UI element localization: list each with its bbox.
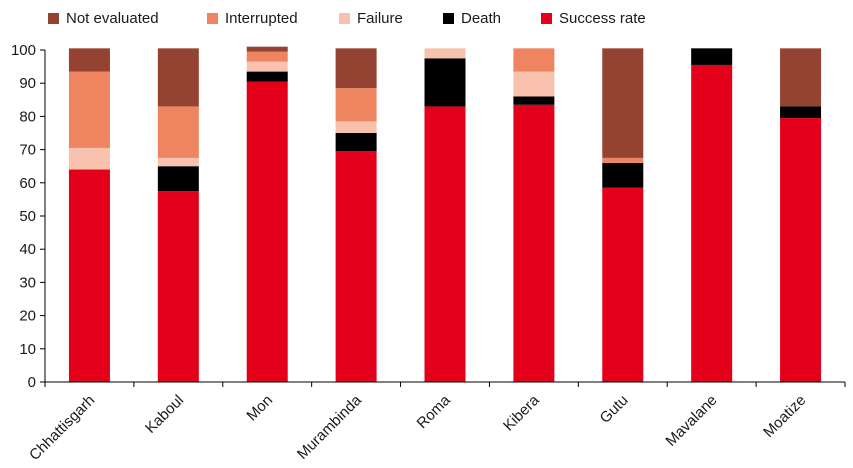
bar-segment-not-evaluated-mon [246, 46, 288, 52]
bar-segment-success-rate-kibera [513, 104, 555, 382]
bars [68, 46, 822, 382]
legend-label-death: Death [461, 10, 501, 27]
bar-segment-success-rate-moatize [780, 118, 822, 382]
legend-swatch-not-evaluated [48, 13, 59, 24]
y-tick-label: 0 [28, 374, 36, 391]
legend-swatch-failure [339, 13, 350, 24]
x-tick-label-mon: Mon [243, 392, 276, 425]
legend-label-failure: Failure [357, 10, 403, 27]
bar-segment-death-mavalane [691, 48, 733, 65]
bar-segment-interrupted-kaboul [157, 106, 199, 158]
y-tick-label: 30 [19, 274, 36, 291]
legend-swatch-interrupted [207, 13, 218, 24]
bar-segment-failure-kaboul [157, 157, 199, 167]
bar-segment-success-rate-mon [246, 81, 288, 382]
y-tick-label: 50 [19, 208, 36, 225]
bar-segment-success-rate-roma [424, 106, 466, 382]
x-tick-label-kibera: Kibera [500, 391, 543, 434]
bar-segment-not-evaluated-gutu [602, 48, 644, 158]
bar-segment-interrupted-mon [246, 51, 288, 62]
bar-segment-death-mon [246, 71, 288, 82]
bar-segment-death-murambinda [335, 133, 377, 152]
bar-segment-failure-murambinda [335, 121, 377, 133]
y-tick-label: 80 [19, 108, 36, 125]
legend-label-interrupted: Interrupted [225, 10, 298, 27]
x-tick-label-kaboul: Kaboul [142, 392, 187, 437]
bar-segment-death-kibera [513, 96, 555, 105]
bar-segment-failure-chhattisgarh [68, 147, 110, 170]
x-tick-label-gutu: Gutu [597, 392, 632, 427]
y-axis: 0 10 20 30 40 50 60 70 80 90 100 [11, 42, 46, 391]
bar-segment-failure-mon [246, 61, 288, 72]
bar-segment-not-evaluated-murambinda [335, 48, 377, 89]
bar-segment-interrupted-murambinda [335, 88, 377, 122]
bar-segment-not-evaluated-kaboul [157, 48, 199, 107]
x-tick-label-roma: Roma [414, 391, 455, 432]
bar-segment-interrupted-chhattisgarh [68, 71, 110, 148]
legend-label-not-evaluated: Not evaluated [66, 10, 159, 27]
bar-segment-success-rate-mavalane [691, 64, 733, 382]
bar-segment-failure-roma [424, 48, 466, 59]
bar-segment-failure-kibera [513, 71, 555, 97]
bar-segment-success-rate-chhattisgarh [68, 169, 110, 382]
y-tick-label: 40 [19, 241, 36, 258]
y-tick-label: 100 [11, 42, 36, 59]
y-tick-label: 10 [19, 341, 36, 358]
legend: Not evaluated Interrupted Failure Death Succ… [48, 10, 646, 27]
legend-label-success-rate: Success rate [559, 10, 646, 27]
y-tick-label: 60 [19, 175, 36, 192]
bar-segment-success-rate-kaboul [157, 191, 199, 382]
x-tick-label-mavalane: Mavalane [662, 392, 720, 450]
legend-swatch-success-rate [541, 13, 552, 24]
x-tick-label-moatize: Moatize [760, 392, 809, 441]
y-tick-label: 20 [19, 308, 36, 325]
x-tick-label-murambinda: Murambinda [294, 391, 365, 462]
y-tick-label: 70 [19, 142, 36, 159]
x-tick-label-chhattisgarh: Chhattisgarh [26, 392, 98, 464]
y-tick-label: 90 [19, 75, 36, 92]
bar-segment-not-evaluated-moatize [780, 48, 822, 107]
bar-segment-interrupted-kibera [513, 48, 555, 72]
bar-segment-not-evaluated-chhattisgarh [68, 48, 110, 72]
bar-segment-death-kaboul [157, 166, 199, 192]
bar-segment-success-rate-gutu [602, 187, 644, 382]
bar-segment-death-roma [424, 58, 466, 107]
bar-segment-interrupted-gutu [602, 157, 644, 163]
bar-segment-death-moatize [780, 106, 822, 119]
legend-swatch-death [443, 13, 454, 24]
bar-segment-success-rate-murambinda [335, 151, 377, 382]
bar-segment-death-gutu [602, 162, 644, 188]
x-axis: Chhattisgarh Kaboul Mon Murambinda Roma Kiber… [26, 381, 846, 464]
